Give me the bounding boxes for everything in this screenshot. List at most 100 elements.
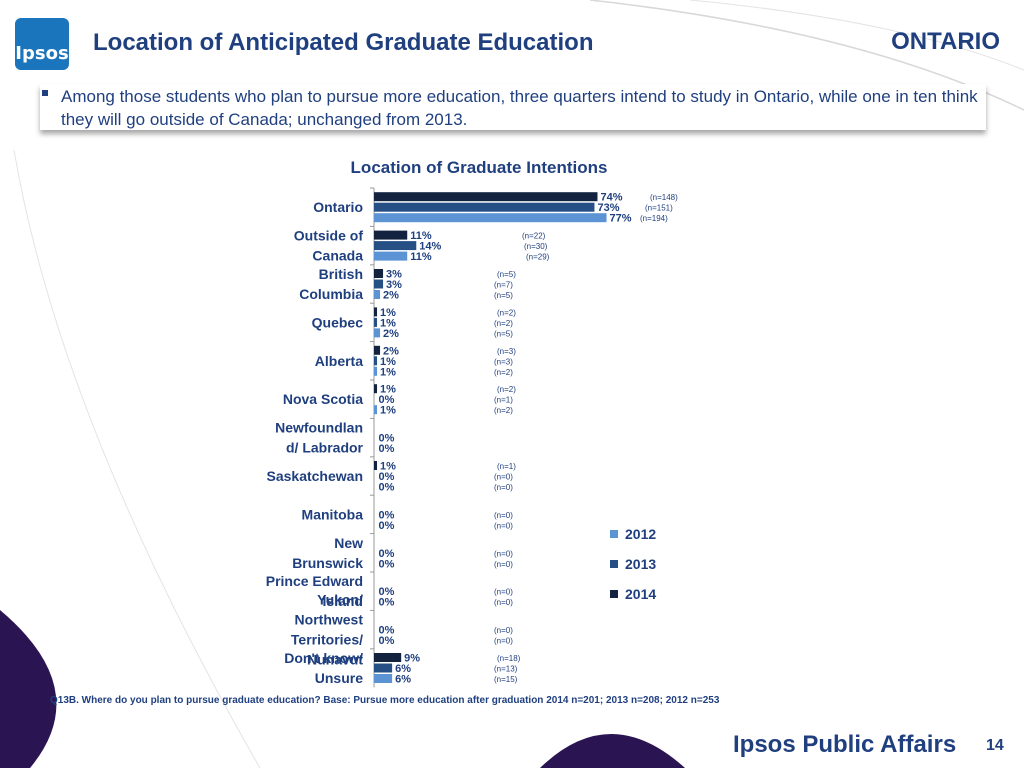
sample-size-label: (n=2)	[494, 406, 513, 415]
data-label: 0%	[379, 635, 395, 647]
sample-size-label: (n=0)	[494, 521, 513, 530]
data-label: 3%	[386, 269, 402, 281]
category-label: Outside of Canada	[294, 228, 364, 264]
data-label: 11%	[410, 230, 432, 242]
page-number: 14	[986, 737, 1004, 754]
sample-size-label: (n=18)	[497, 654, 521, 663]
data-label: 0%	[379, 433, 395, 445]
data-label: 1%	[380, 356, 396, 368]
footnote: Q13B. Where do you plan to pursue gradua…	[50, 695, 720, 706]
category-label: Don't know/Unsure	[284, 650, 363, 686]
legend-swatch-2012	[610, 530, 618, 538]
category-label: Manitoba	[302, 506, 364, 522]
sample-size-label: (n=29)	[526, 253, 550, 262]
data-label: 1%	[380, 384, 396, 396]
bar-2013	[374, 279, 384, 289]
category-label: Ontario	[313, 199, 363, 215]
legend-label: 2012	[625, 526, 656, 542]
data-label: 3%	[386, 279, 402, 291]
bar-2014	[374, 269, 384, 278]
sample-size-label: (n=0)	[494, 560, 513, 569]
category-label: Quebec	[312, 314, 364, 330]
sample-size-label: (n=0)	[494, 483, 513, 492]
sample-size-label: (n=0)	[494, 626, 513, 635]
sample-size-label: (n=2)	[494, 319, 513, 328]
legend-label: 2014	[625, 586, 656, 602]
sample-size-label: (n=22)	[522, 232, 546, 241]
category-label: New Brunswick	[292, 535, 363, 571]
bar-2014	[374, 230, 408, 240]
data-label: 0%	[379, 509, 395, 521]
sample-size-label: (n=7)	[494, 281, 513, 290]
logo-text: Ipsos	[15, 43, 69, 64]
sample-size-label: (n=151)	[645, 204, 673, 213]
chart-title: Location of Graduate Intentions	[350, 158, 608, 177]
bar-2013	[374, 241, 417, 251]
category-label: Nova Scotia	[283, 391, 363, 407]
category-label: Saskatchewan	[267, 468, 364, 484]
sample-size-label: (n=3)	[497, 347, 516, 356]
sample-size-label: (n=1)	[497, 462, 516, 471]
data-label: 1%	[380, 366, 396, 378]
sample-size-label: (n=13)	[494, 665, 518, 674]
bar-2012	[374, 290, 381, 299]
brand-name: Ipsos Public Affairs	[733, 731, 957, 758]
bar-2012	[374, 405, 378, 415]
data-label: 6%	[395, 663, 411, 675]
category-label: Alberta	[315, 353, 363, 369]
data-label: 14%	[419, 241, 441, 253]
bar-2013	[374, 663, 393, 673]
category-label: Newfoundlan d/ Labrador	[275, 420, 363, 456]
bar-2013	[374, 202, 595, 212]
data-label: 0%	[379, 548, 395, 560]
data-label: 0%	[379, 520, 395, 532]
data-label: 2%	[383, 328, 399, 340]
data-label: 0%	[379, 443, 395, 455]
data-label: 1%	[380, 317, 396, 329]
sample-size-label: (n=2)	[497, 308, 516, 317]
bar-2014	[374, 653, 402, 662]
data-label: 0%	[379, 394, 395, 406]
sample-size-label: (n=1)	[494, 396, 513, 405]
data-label: 6%	[395, 674, 411, 686]
data-label: 0%	[379, 625, 395, 637]
sample-size-label: (n=0)	[494, 637, 513, 646]
bar-2012	[374, 674, 393, 683]
sample-size-label: (n=3)	[494, 357, 513, 366]
sample-size-label: (n=2)	[494, 368, 513, 377]
data-label: 1%	[380, 461, 396, 473]
bar-2014	[374, 307, 378, 317]
legend-swatch-2014	[610, 590, 618, 598]
region-label: ONTARIO	[891, 28, 1000, 55]
data-label: 74%	[600, 192, 622, 204]
data-label: 2%	[383, 290, 399, 302]
sample-size-label: (n=148)	[650, 193, 678, 202]
sample-size-label: (n=30)	[524, 242, 548, 251]
data-label: 73%	[597, 202, 619, 214]
summary-callout: Among those students who plan to pursue …	[40, 84, 986, 130]
ipsos-logo: Ipsos	[15, 18, 69, 70]
sample-size-label: (n=5)	[494, 291, 513, 300]
page-title: Location of Anticipated Graduate Educati…	[93, 29, 594, 56]
bar-2014	[374, 345, 381, 355]
bar-2012	[374, 251, 408, 261]
bar-2013	[374, 317, 378, 327]
data-label: 9%	[404, 653, 420, 665]
legend-swatch-2013	[610, 560, 618, 568]
bar-2012	[374, 366, 378, 376]
data-label: 0%	[379, 586, 395, 598]
bar-2013	[374, 356, 378, 366]
bar-2014	[374, 461, 378, 470]
sample-size-label: (n=0)	[494, 588, 513, 597]
category-label: Prince Edward Island	[266, 573, 363, 609]
sample-size-label: (n=0)	[494, 511, 513, 520]
legend-label: 2013	[625, 556, 656, 572]
data-label: 0%	[379, 558, 395, 570]
bar-2012	[374, 213, 607, 223]
sample-size-label: (n=0)	[494, 598, 513, 607]
bullet-icon	[42, 90, 48, 96]
data-label: 0%	[379, 471, 395, 483]
sample-size-label: (n=15)	[494, 675, 518, 684]
bar-2014	[374, 384, 378, 394]
